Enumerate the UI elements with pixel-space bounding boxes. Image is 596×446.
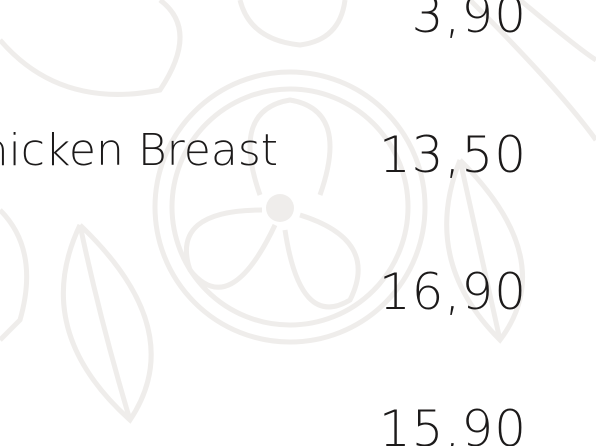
- item-price: 3,90: [412, 0, 527, 44]
- deco-leaf-left: [63, 225, 151, 420]
- item-price: 13,50: [379, 126, 527, 184]
- deco-citrus-center: [266, 194, 294, 222]
- background-illustration: [0, 0, 596, 420]
- deco-top-left: [0, 0, 180, 94]
- deco-top-center: [240, 0, 345, 45]
- menu-page: 3,90 Chicken Breast 13,50 16,90 15,90 {"…: [0, 0, 596, 446]
- item-name: Chicken Breast: [0, 125, 278, 176]
- item-price: 16,90: [379, 263, 527, 321]
- menu-canvas: 3,90 Chicken Breast 13,50 16,90 15,90: [0, 0, 596, 446]
- item-price: 15,90: [379, 400, 527, 446]
- deco-left-edge: [0, 210, 27, 340]
